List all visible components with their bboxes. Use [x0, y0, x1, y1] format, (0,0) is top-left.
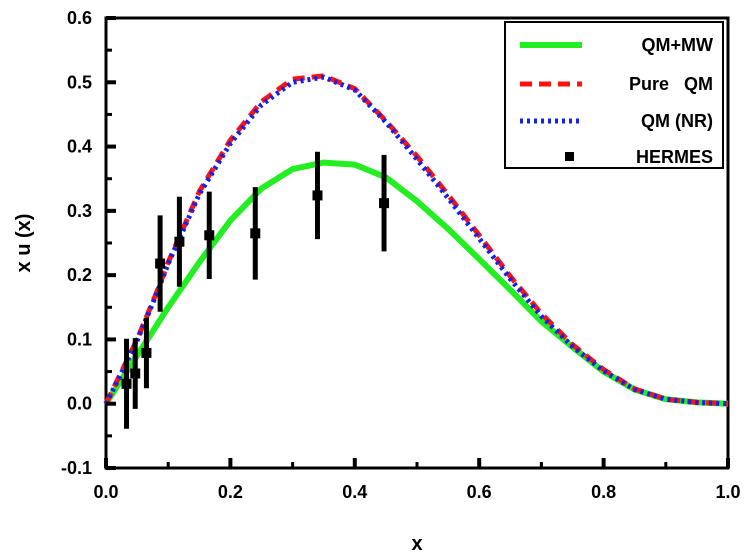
hermes-point	[312, 190, 323, 201]
y-tick-label: 0.3	[67, 201, 92, 221]
x-tick-label: 0.8	[591, 482, 616, 502]
y-axis-title: x u (x)	[13, 214, 35, 273]
x-tick-label: 0.0	[93, 482, 118, 502]
x-tick-label: 0.4	[342, 482, 367, 502]
y-tick-label: 0.4	[67, 137, 92, 157]
legend: QM+MW Pure QM QM (NR) HERMES	[504, 21, 724, 169]
y-tick-label: 0.5	[67, 72, 92, 92]
series-line-pure-qm	[103, 73, 729, 407]
hermes-point	[174, 236, 185, 247]
x-tick-label: 1.0	[715, 482, 740, 502]
series-line-qm-nr	[103, 74, 729, 407]
y-tick-label: 0.0	[67, 394, 92, 414]
hermes-point	[121, 378, 132, 389]
x-tick-label: 0.6	[467, 482, 492, 502]
axis-ticks	[104, 16, 730, 470]
hermes-point	[130, 368, 141, 379]
y-tick-label: 0.2	[67, 265, 92, 285]
hermes-point	[250, 228, 261, 239]
hermes-points	[121, 151, 390, 429]
legend-swatch-hermes	[565, 152, 574, 161]
legend-label-qm-mw: QM+MW	[642, 35, 714, 55]
x-tick-label: 0.2	[218, 482, 243, 502]
hermes-point	[141, 347, 152, 358]
axis-tick-labels: 0.0 0.2 0.4 0.6 0.8 1.0-0.10.00.10.20.30.40.5…	[61, 8, 741, 502]
x-axis-title: x	[411, 533, 422, 554]
hermes-point	[204, 230, 215, 241]
y-tick-label: -0.1	[61, 458, 92, 478]
legend-label-pure-qm: Pure QM	[629, 74, 713, 94]
hermes-point	[155, 258, 166, 269]
hermes-point	[379, 198, 390, 209]
y-tick-label: 0.6	[67, 8, 92, 28]
y-tick-label: 0.1	[67, 329, 92, 349]
legend-label-qm-nr: QM (NR)	[641, 111, 713, 131]
legend-label-hermes: HERMES	[636, 147, 713, 167]
